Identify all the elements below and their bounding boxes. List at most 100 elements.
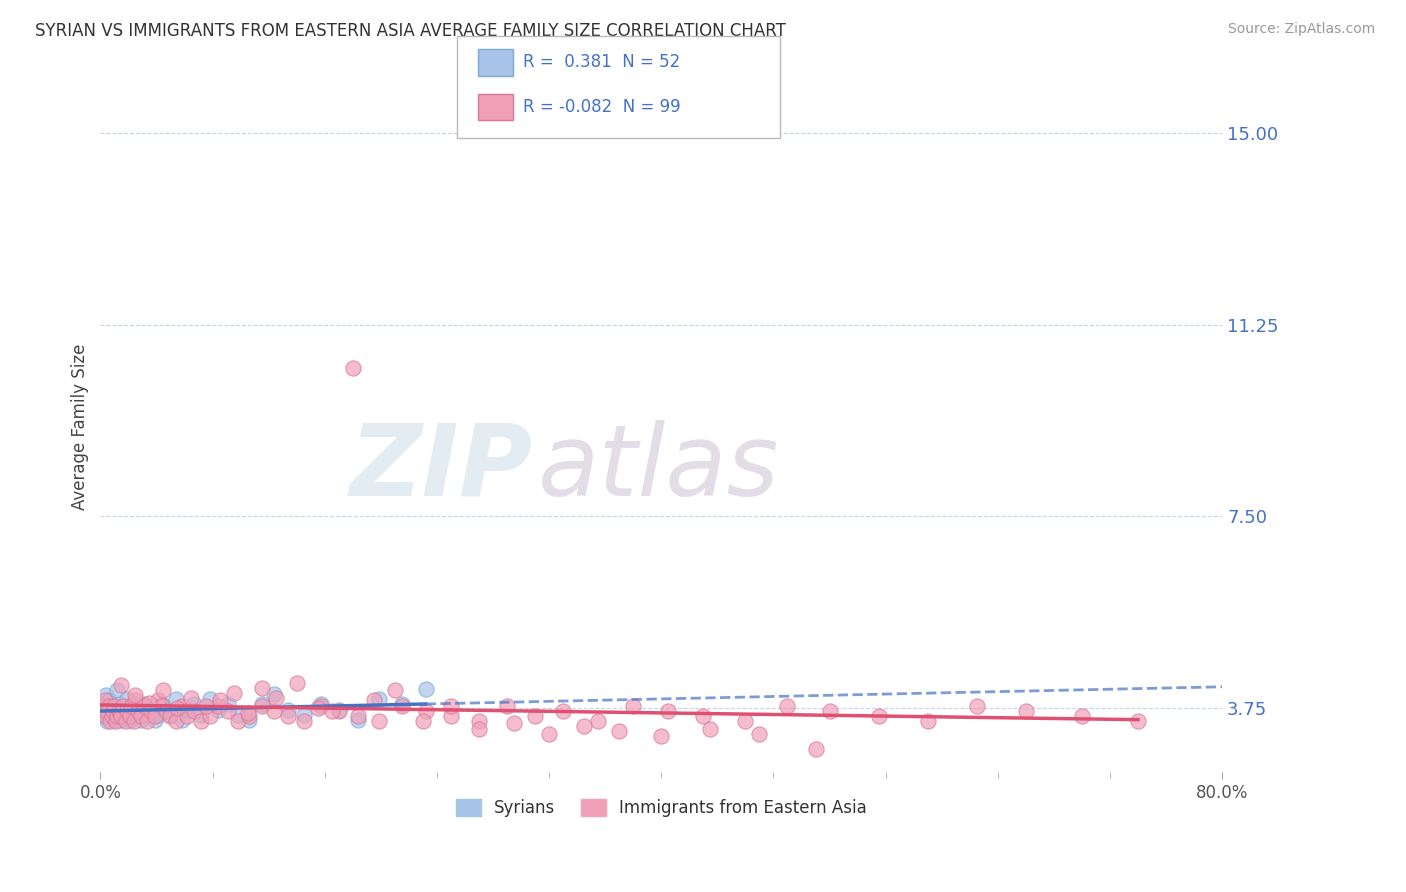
Point [124,688,146,702]
Point [551,704,574,718]
Y-axis label: Average Family Size: Average Family Size [72,343,89,510]
Point [468,714,491,728]
Text: R =  0.381  N = 52: R = 0.381 N = 52 [523,54,681,71]
Point [1015,704,1038,718]
Point [97,698,120,713]
Point [166,701,188,715]
Point [127,704,149,718]
Point [440,698,463,713]
Point [264,690,287,705]
Point [250,698,273,712]
Point [120,707,142,722]
Point [222,686,245,700]
Point [250,698,273,713]
Point [122,703,145,717]
Point [309,698,332,713]
Point [139,704,162,718]
Point [118,708,141,723]
Text: ZIP: ZIP [349,420,533,516]
Point [155,704,177,718]
Point [966,698,988,713]
Point [96,714,118,728]
Point [91,704,114,718]
Point [650,729,672,743]
Point [143,713,166,727]
Point [183,698,205,712]
Point [207,703,229,717]
Point [586,714,609,728]
Point [190,714,212,728]
Point [93,693,115,707]
Point [285,675,308,690]
Point [292,714,315,728]
Text: atlas: atlas [538,420,779,516]
Point [132,698,155,713]
Point [1126,714,1149,728]
Point [103,713,125,727]
Point [111,707,134,722]
Point [734,714,756,728]
Point [818,704,841,718]
Point [103,698,125,713]
Point [217,704,239,718]
Point [108,706,131,721]
Point [183,704,205,718]
Point [572,719,595,733]
Point [146,707,169,722]
Point [748,726,770,740]
Point [139,703,162,717]
Point [100,707,122,722]
Point [118,713,141,727]
Point [107,704,129,718]
Point [120,698,142,713]
Point [692,708,714,723]
Point [97,693,120,707]
Point [699,722,721,736]
Point [207,698,229,713]
Point [468,722,491,736]
Point [143,708,166,723]
Point [135,707,157,722]
Point [115,692,138,706]
Point [159,708,181,723]
Point [524,708,547,723]
Point [917,714,939,728]
Point [104,714,127,728]
Point [146,693,169,707]
Point [129,713,152,727]
Point [321,704,343,718]
Point [108,698,131,712]
Point [236,706,259,721]
Point [94,708,117,723]
Point [105,683,128,698]
Point [804,742,827,756]
Point [384,683,406,698]
Point [155,703,177,717]
Point [868,708,890,723]
Point [101,704,124,718]
Point [415,682,437,697]
Point [94,688,117,702]
Point [226,707,249,722]
Point [342,361,364,376]
Point [152,683,174,698]
Point [150,698,173,713]
Point [503,716,526,731]
Point [292,707,315,722]
Point [190,707,212,722]
Point [176,708,198,723]
Point [415,704,437,718]
Point [105,708,128,723]
Text: Source: ZipAtlas.com: Source: ZipAtlas.com [1227,22,1375,37]
Point [309,698,332,712]
Point [110,713,132,727]
Point [100,708,122,723]
Point [110,678,132,692]
Point [90,696,112,710]
Point [114,714,136,728]
Point [107,707,129,722]
Point [111,698,134,713]
Point [127,707,149,722]
Point [363,693,385,707]
Point [129,708,152,723]
